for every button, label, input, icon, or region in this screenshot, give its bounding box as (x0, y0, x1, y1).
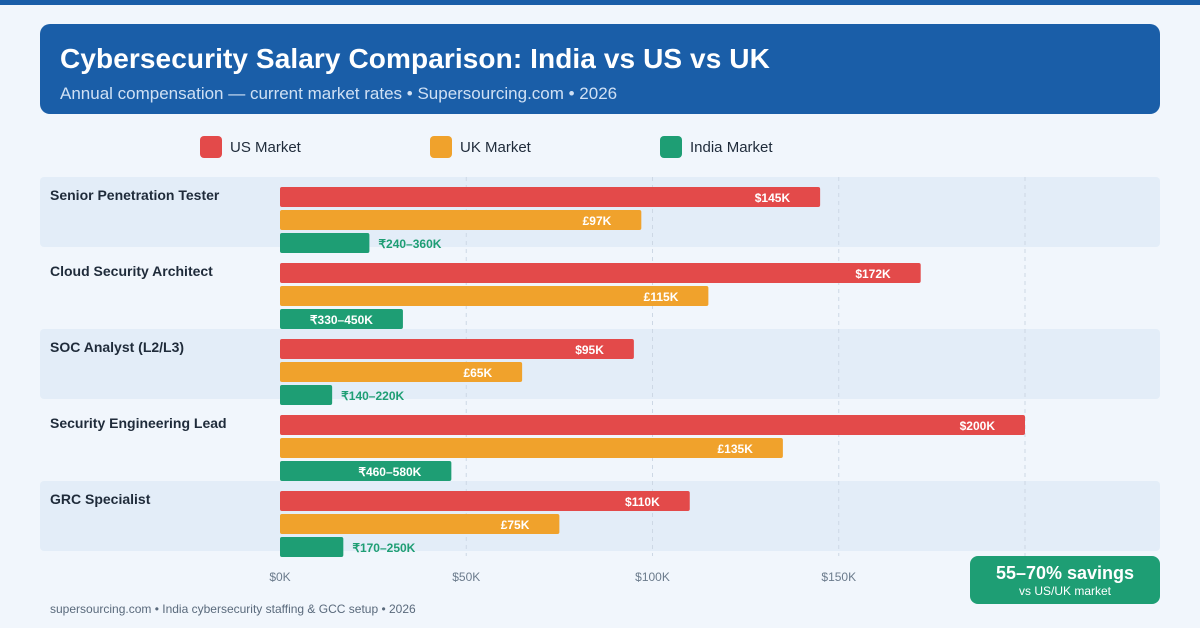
legend-india: India Market (660, 136, 773, 158)
x-tick-label: $50K (452, 570, 480, 584)
category-label: Cloud Security Architect (50, 263, 213, 279)
bar-uk-market (280, 286, 709, 306)
bar-uk-market (280, 210, 642, 230)
bar-india-market (280, 309, 403, 329)
bar-india-market (280, 385, 333, 405)
category-label: GRC Specialist (50, 491, 151, 507)
x-tick-label: $100K (635, 570, 670, 584)
page-title: Cybersecurity Salary Comparison: India v… (60, 43, 770, 74)
bar-uk-market (280, 362, 523, 382)
bar-value-label: $172K (855, 267, 891, 281)
legend-uk-label: UK Market (460, 138, 531, 156)
bar-us-market (280, 339, 634, 359)
bar-uk-market (280, 438, 783, 458)
bar-us-market (280, 263, 921, 283)
bar-value-label: $200K (960, 419, 996, 433)
top-accent-strip (0, 0, 1200, 5)
bar-india-market (280, 233, 370, 253)
savings-callout-main: 55–70% savings (995, 563, 1135, 583)
bar-us-market (280, 491, 690, 511)
bar-value-label: £75K (501, 518, 530, 532)
legend-india-swatch (660, 136, 682, 158)
bar-value-label: ₹140–220K (341, 389, 404, 403)
x-tick-label: $0K (269, 570, 290, 584)
bar-india-market (280, 537, 344, 557)
legend-uk-swatch (430, 136, 452, 158)
bar-value-label: ₹330–450K (310, 313, 373, 327)
category-label: Security Engineering Lead (50, 415, 227, 431)
x-tick-label: $150K (821, 570, 856, 584)
bar-uk-market (280, 514, 560, 534)
savings-callout: 55–70% savings vs US/UK market (970, 556, 1160, 604)
bar-value-label: ₹240–360K (378, 237, 441, 251)
bar-value-label: $95K (575, 343, 604, 357)
legend-us-swatch (200, 136, 222, 158)
bar-value-label: $145K (755, 191, 791, 205)
legend-us-label: US Market (230, 138, 301, 156)
bar-value-label: £115K (644, 290, 679, 304)
legend-us: US Market (200, 136, 301, 158)
header-banner: Cybersecurity Salary Comparison: India v… (40, 24, 1160, 114)
bar-value-label: £65K (463, 366, 492, 380)
legend-india-label: India Market (690, 138, 773, 156)
page-subtitle: Annual compensation — current market rat… (60, 84, 618, 103)
bar-value-label: £97K (583, 214, 612, 228)
bar-us-market (280, 415, 1025, 435)
bar-india-market (280, 461, 452, 481)
category-label: SOC Analyst (L2/L3) (50, 339, 185, 355)
bar-value-label: ₹170–250K (352, 541, 415, 555)
bar-value-label: £135K (718, 442, 754, 456)
category-label: Senior Penetration Tester (50, 187, 220, 203)
footer-text: supersourcing.com • India cybersecurity … (50, 602, 416, 616)
bar-value-label: ₹460–580K (358, 465, 421, 479)
legend-uk: UK Market (430, 136, 531, 158)
bar-us-market (280, 187, 821, 207)
bar-value-label: $110K (625, 495, 660, 509)
savings-callout-sub: vs US/UK market (1018, 584, 1111, 598)
